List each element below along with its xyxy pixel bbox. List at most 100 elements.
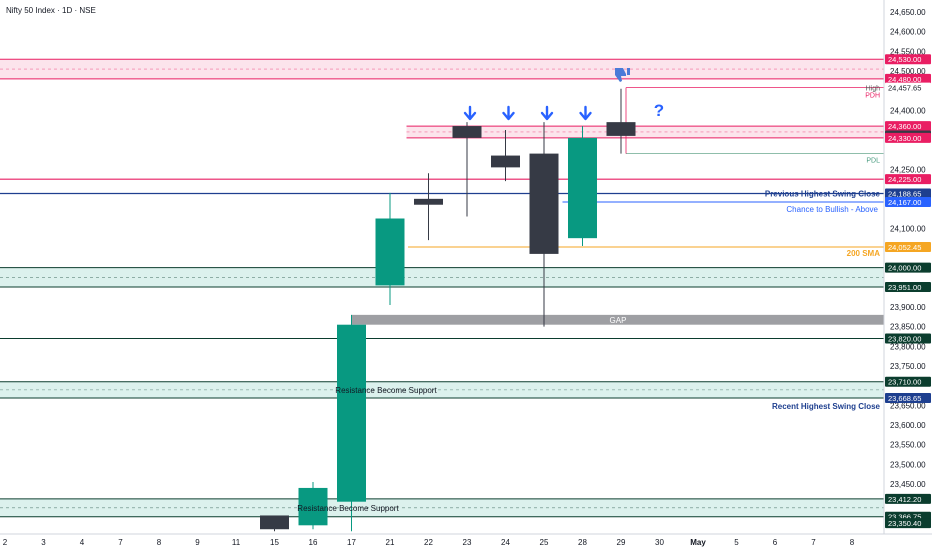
price-level-tag [885, 262, 931, 273]
price-tick-label: 24,550.00 [890, 47, 926, 56]
zone [0, 267, 884, 287]
price-level-tag [885, 281, 931, 292]
resist-support-label: Resistance Become Support [297, 504, 399, 513]
price-level-tag [885, 82, 931, 93]
price-tick-label: 23,550.00 [890, 441, 926, 450]
sma-label: 200 SMA [847, 249, 881, 258]
date-tick-label: 7 [118, 538, 123, 547]
price-level-label: 24,457.65 [888, 84, 921, 93]
candle-body [606, 122, 636, 136]
candle-body [568, 137, 597, 239]
price-level-tag [885, 132, 931, 143]
chance-label: Chance to Bullish - Above [786, 205, 878, 214]
price-tick-label: 23,850.00 [890, 323, 926, 332]
candle-body [491, 155, 520, 168]
price-level-tag [885, 121, 931, 132]
price-level-label: 24,330.00 [888, 134, 921, 143]
price-level-tag [885, 493, 931, 504]
price-level-label: 23,710.00 [888, 378, 921, 387]
date-tick-label: 4 [80, 538, 85, 547]
candle-body [452, 126, 482, 138]
down-arrow-icon [463, 105, 477, 121]
date-tick-label: 2 [3, 538, 8, 547]
candle-body [375, 218, 405, 286]
price-level-label: 24,480.00 [888, 75, 921, 84]
price-tick-label: 23,750.00 [890, 362, 926, 371]
candle-body [260, 515, 289, 530]
chart-title: Nifty 50 Index · 1D · NSE [6, 6, 96, 15]
zone [406, 126, 884, 138]
price-tick-label: 23,900.00 [890, 303, 926, 312]
price-axis[interactable]: 24,650.0024,600.0024,550.0024,500.0024,4… [883, 0, 932, 534]
date-tick-label: 23 [463, 538, 472, 547]
candle-body [298, 487, 328, 526]
down-arrow-icon [502, 105, 515, 121]
price-tick-label: 23,450.00 [890, 480, 926, 489]
price-tick-label: 23,650.00 [890, 401, 926, 410]
price-level-tag [885, 333, 931, 344]
price-tick-label: 23,600.00 [890, 421, 926, 430]
candle-body [337, 324, 366, 502]
price-level-label: 23,412.20 [888, 495, 921, 504]
price-level-tag [885, 54, 931, 65]
date-tick-label: 8 [157, 538, 162, 547]
price-level-label: 23,350.40 [888, 519, 921, 528]
price-level-label: 23,951.00 [888, 283, 921, 292]
date-tick-label: 3 [41, 538, 46, 547]
down-arrow-icon [579, 105, 592, 121]
date-tick-label: 9 [195, 538, 200, 547]
date-tick-label: May [690, 538, 706, 547]
date-tick-label: 5 [734, 538, 739, 547]
price-level-tag [885, 518, 931, 529]
date-tick-label: 29 [617, 538, 626, 547]
zones-layer [0, 58, 884, 518]
date-axis[interactable]: 2 3 4 7 8 9 11 15 16 17 21 22 23 24 25 28 29 30 May 5 6 7 8 [0, 533, 932, 550]
candle-body [414, 198, 443, 205]
resist-support-label: Resistance Become Support [335, 386, 437, 395]
date-tick-label: 11 [232, 538, 241, 547]
price-level-tag [885, 376, 931, 387]
price-tick-label: 23,800.00 [890, 342, 926, 351]
price-tick-label: 24,500.00 [890, 67, 926, 76]
price-level-label: 23,366.75 [888, 513, 921, 522]
price-level-label: 23,668.65 [888, 394, 921, 403]
zone [0, 381, 884, 398]
candle-body [529, 153, 559, 254]
price-tick-label: 24,650.00 [890, 8, 926, 17]
price-tick-label: 23,500.00 [890, 460, 926, 469]
pdl-label: PDL [866, 158, 880, 165]
price-level-label: 24,052.45 [888, 243, 921, 252]
zone [0, 59, 884, 79]
price-level-tag [885, 196, 931, 207]
gap-band [351, 314, 884, 325]
date-tick-label: 30 [655, 538, 664, 547]
price-tick-label: 24,250.00 [890, 165, 926, 174]
zone [0, 498, 884, 517]
price-level-label: 24,167.00 [888, 198, 921, 207]
question-mark: ? [654, 101, 664, 120]
price-tick-label: 24,600.00 [890, 28, 926, 37]
date-tick-label: 28 [578, 538, 587, 547]
gap-label: GAP [610, 316, 627, 325]
date-tick-label: 25 [540, 538, 549, 547]
date-axis-bg [0, 534, 932, 550]
price-level-tag [885, 188, 931, 199]
date-tick-label: 6 [773, 538, 778, 547]
date-tick-label: 21 [386, 538, 395, 547]
thumbs-down-icon [615, 68, 626, 82]
price-level-tag [885, 174, 931, 185]
thumbs-down-cuff [627, 68, 630, 75]
price-level-tag [885, 73, 931, 84]
price-level-label: 24,225.00 [888, 175, 921, 184]
date-tick-label: 15 [270, 538, 279, 547]
prev-swing-label: Previous Highest Swing Close [765, 189, 881, 198]
down-arrow-icon [540, 105, 554, 121]
price-level-label: 24,360.00 [888, 122, 921, 131]
price-level-label: 24,188.65 [888, 189, 921, 198]
price-level-label: 24,530.00 [888, 55, 921, 64]
price-level-label: 23,820.00 [888, 334, 921, 343]
date-tick-label: 22 [424, 538, 433, 547]
pdh-label: PDH [865, 93, 880, 100]
